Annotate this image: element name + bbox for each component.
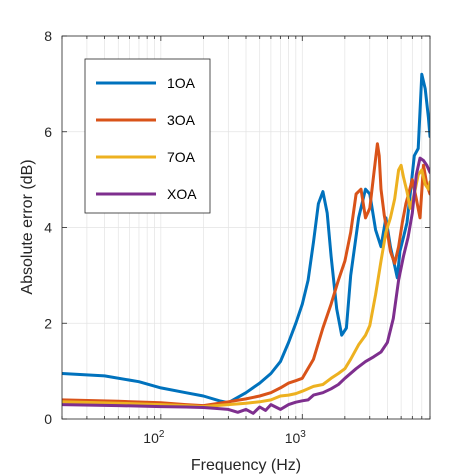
legend-label-3oa: 3OA [167, 112, 196, 128]
legend-label-xoa: XOA [167, 186, 197, 202]
y-tick-label: 6 [44, 124, 52, 140]
y-tick-label: 0 [44, 411, 52, 427]
y-axis-label: Absolute error (dB) [19, 159, 36, 294]
series-lines [62, 72, 430, 415]
series-line-7oa [62, 163, 430, 409]
legend: 1OA 3OA 7OA XOA [84, 58, 211, 214]
series-line-xoa [62, 156, 430, 415]
y-tick-label: 4 [44, 220, 52, 236]
y-tick-label: 8 [44, 28, 52, 44]
legend-label-7oa: 7OA [167, 149, 196, 165]
x-tick-label: 103 [285, 429, 307, 446]
series-line-3oa [62, 142, 430, 408]
x-axis-ticks: 102 103 [61, 36, 431, 446]
legend-label-1oa: 1OA [167, 75, 196, 91]
y-axis-ticks: 0 2 4 6 8 [44, 28, 430, 427]
x-tick-label: 102 [143, 429, 165, 446]
y-tick-label: 2 [44, 315, 52, 331]
legend-box [84, 58, 211, 214]
x-axis-label: Frequency (Hz) [191, 457, 301, 474]
